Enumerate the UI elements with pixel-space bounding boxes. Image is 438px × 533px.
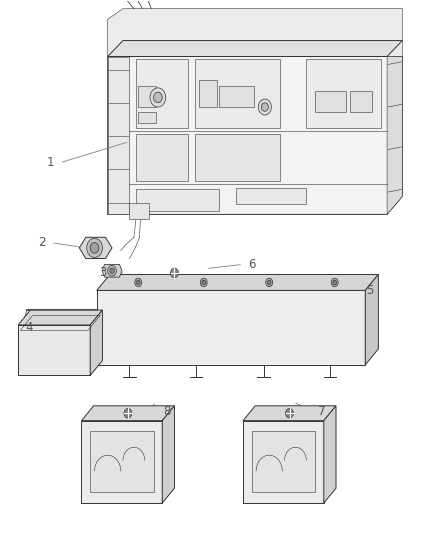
Polygon shape bbox=[195, 134, 280, 181]
Text: 8: 8 bbox=[163, 405, 170, 417]
Text: 4: 4 bbox=[25, 321, 33, 334]
Text: 2: 2 bbox=[39, 236, 46, 249]
Polygon shape bbox=[102, 264, 122, 277]
Circle shape bbox=[261, 103, 268, 111]
Polygon shape bbox=[18, 310, 102, 325]
Bar bbox=[138, 112, 155, 123]
Circle shape bbox=[268, 280, 271, 285]
Polygon shape bbox=[108, 56, 403, 214]
Circle shape bbox=[108, 265, 117, 276]
Text: 5: 5 bbox=[366, 284, 373, 297]
Polygon shape bbox=[306, 59, 381, 128]
Polygon shape bbox=[324, 406, 336, 503]
Circle shape bbox=[258, 99, 272, 115]
Bar bbox=[350, 91, 372, 112]
Polygon shape bbox=[136, 59, 188, 128]
Polygon shape bbox=[108, 9, 403, 56]
Polygon shape bbox=[237, 188, 306, 204]
Polygon shape bbox=[162, 406, 174, 503]
Bar bbox=[315, 91, 346, 112]
Text: 3: 3 bbox=[99, 266, 107, 279]
Bar bbox=[199, 80, 217, 107]
Polygon shape bbox=[97, 290, 365, 365]
Polygon shape bbox=[81, 406, 174, 421]
Polygon shape bbox=[79, 237, 112, 259]
Polygon shape bbox=[243, 406, 336, 421]
Bar bbox=[219, 86, 254, 107]
Circle shape bbox=[333, 280, 336, 285]
Circle shape bbox=[87, 238, 102, 257]
Polygon shape bbox=[136, 134, 188, 181]
Text: 1: 1 bbox=[47, 156, 55, 169]
Circle shape bbox=[124, 408, 132, 418]
Circle shape bbox=[200, 278, 207, 287]
Circle shape bbox=[135, 278, 142, 287]
Circle shape bbox=[90, 243, 99, 253]
Circle shape bbox=[137, 280, 140, 285]
Polygon shape bbox=[90, 431, 153, 492]
Polygon shape bbox=[108, 41, 403, 56]
Polygon shape bbox=[243, 421, 324, 503]
Polygon shape bbox=[195, 59, 280, 128]
Polygon shape bbox=[387, 56, 403, 214]
Circle shape bbox=[150, 88, 166, 107]
Polygon shape bbox=[18, 325, 90, 375]
Circle shape bbox=[110, 268, 114, 273]
Polygon shape bbox=[252, 431, 315, 492]
Polygon shape bbox=[81, 421, 162, 503]
Polygon shape bbox=[136, 189, 219, 211]
Text: 6: 6 bbox=[248, 258, 255, 271]
Circle shape bbox=[331, 278, 338, 287]
Polygon shape bbox=[97, 274, 378, 290]
Circle shape bbox=[202, 280, 205, 285]
Polygon shape bbox=[365, 274, 378, 365]
Polygon shape bbox=[108, 56, 130, 214]
Circle shape bbox=[153, 92, 162, 103]
Circle shape bbox=[286, 408, 293, 418]
Circle shape bbox=[266, 278, 273, 287]
Polygon shape bbox=[90, 310, 102, 375]
Bar bbox=[138, 86, 155, 107]
Circle shape bbox=[170, 268, 178, 278]
Text: 7: 7 bbox=[318, 405, 325, 417]
Polygon shape bbox=[130, 203, 149, 219]
